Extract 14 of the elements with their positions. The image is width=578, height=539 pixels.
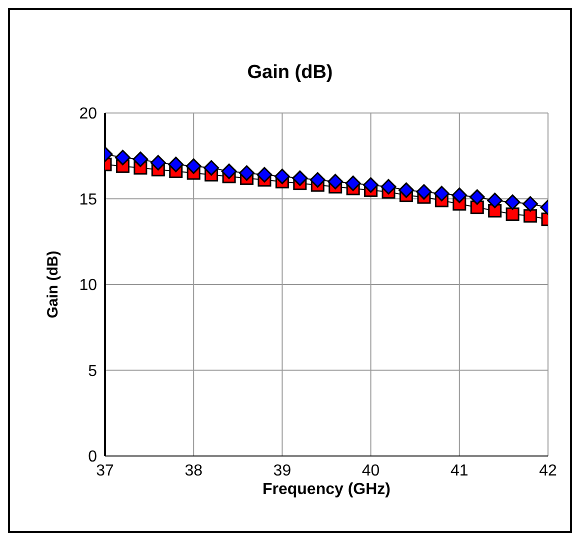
x-tick-label: 38 xyxy=(184,462,203,480)
y-tick-label: 0 xyxy=(88,448,98,466)
x-tick-label: 40 xyxy=(362,462,380,480)
chart-title: Gain (dB) xyxy=(246,62,334,84)
x-tick-label: 37 xyxy=(96,462,114,480)
x-tick-label: 39 xyxy=(273,462,292,480)
y-tick-label: 20 xyxy=(79,106,98,123)
x-axis-title: Frequency (GHz) xyxy=(262,481,391,498)
x-tick-label: 41 xyxy=(450,462,468,480)
x-tick-label: 42 xyxy=(539,462,557,480)
y-tick-label: 5 xyxy=(88,362,98,380)
y-axis-title: Gain (dB) xyxy=(44,250,62,318)
y-tick-label: 15 xyxy=(79,191,98,208)
y-tick-label: 10 xyxy=(79,277,98,294)
